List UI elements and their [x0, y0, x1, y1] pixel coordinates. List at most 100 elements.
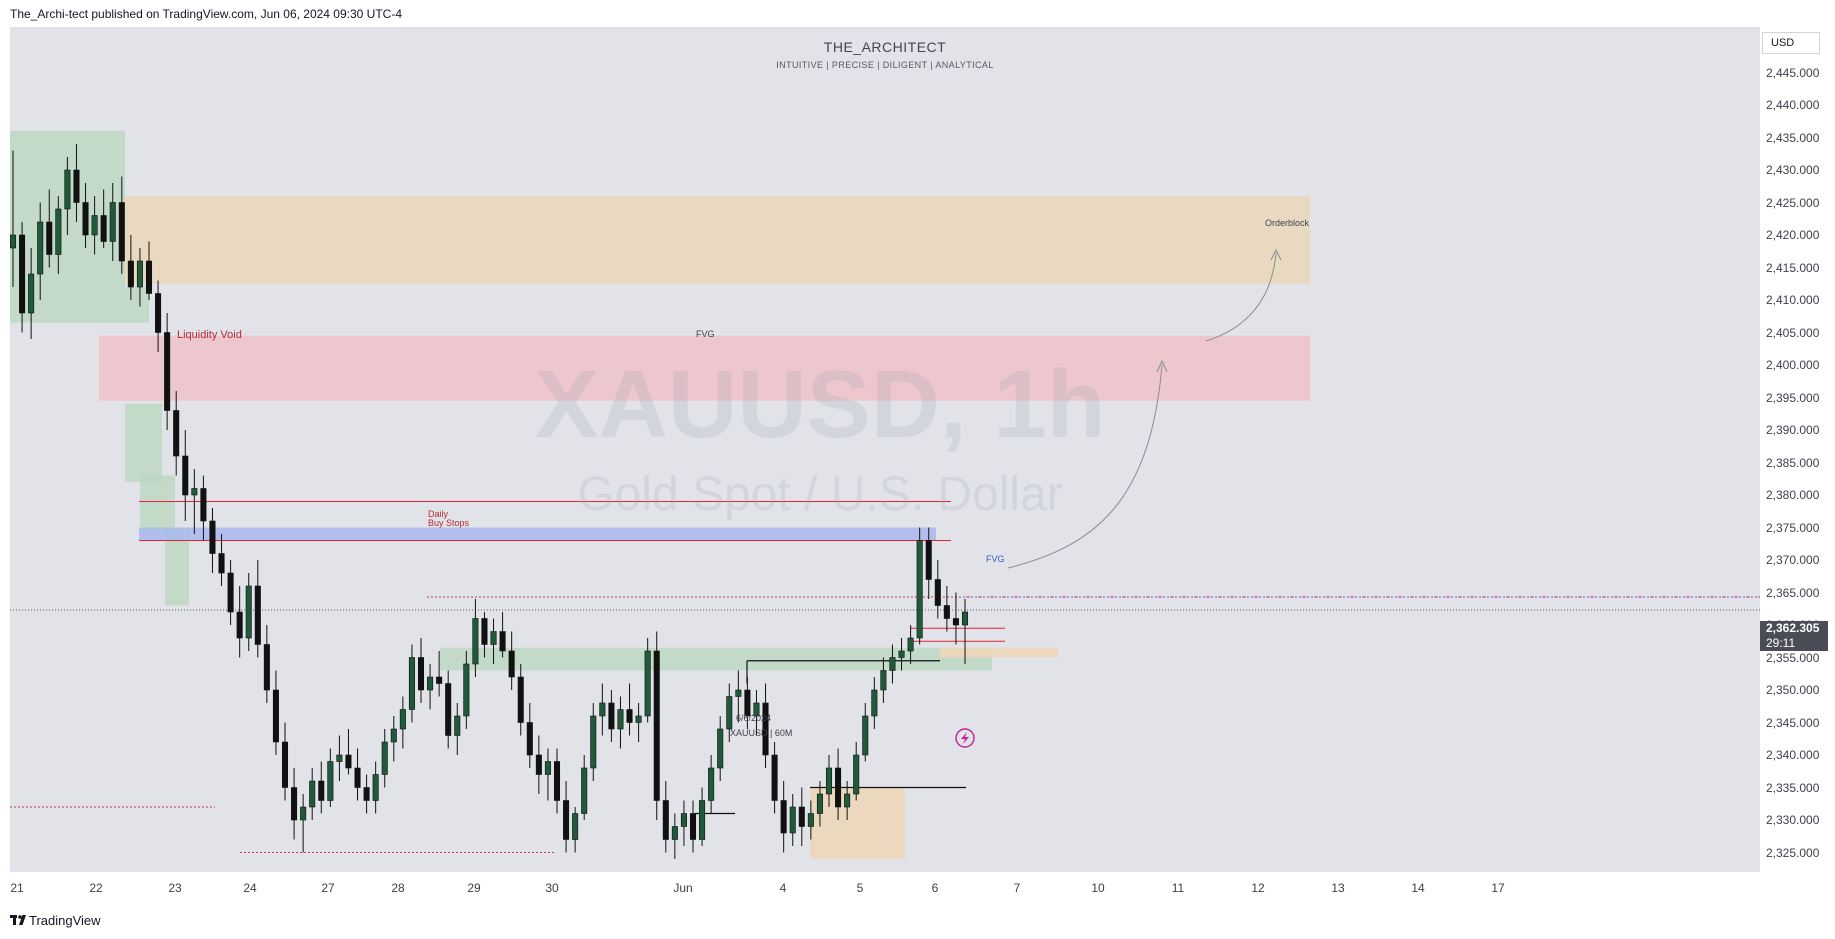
- candle-body-4: [46, 221, 53, 255]
- x-tick-label: 10: [1091, 881, 1105, 895]
- candle-body-104: [952, 618, 959, 626]
- green-zone-5: [440, 647, 992, 671]
- candle-body-88: [807, 813, 814, 827]
- candle-body-58: [535, 754, 542, 775]
- candle-body-99: [907, 637, 914, 652]
- candle-body-47: [436, 676, 443, 684]
- candle-body-50: [463, 663, 470, 717]
- candle-body-40: [372, 774, 379, 801]
- candle-body-1: [19, 234, 26, 314]
- y-tick-label: 2,365.000: [1766, 585, 1820, 600]
- candle-body-39: [363, 787, 370, 801]
- price-axis[interactable]: 2,325.000 2,330.000 2,335.000 2,340.000 2,34…: [1760, 27, 1835, 872]
- candle-body-24: [227, 572, 234, 613]
- liquidity-void-zone: [99, 335, 1310, 401]
- y-tick-label: 2,330.000: [1766, 813, 1820, 827]
- candle-body-22: [209, 520, 216, 554]
- candle-body-19: [182, 455, 189, 496]
- candle-body-98: [898, 650, 905, 658]
- candle-body-29: [272, 689, 279, 743]
- candle-body-102: [934, 579, 941, 606]
- candle-body-7: [73, 169, 80, 203]
- y-tick-label: 2,385.000: [1766, 455, 1820, 470]
- candle-body-83: [762, 702, 769, 756]
- candle-body-3: [37, 221, 44, 275]
- x-tick-label: 21: [10, 881, 24, 895]
- x-tick-label: 12: [1251, 881, 1265, 895]
- candle-body-72: [662, 800, 669, 840]
- tradingview-logo-icon: [10, 914, 26, 925]
- candle-body-100: [916, 540, 923, 639]
- green-zone-2: [125, 404, 162, 482]
- candle-body-76: [699, 800, 706, 840]
- x-tick-label: 27: [321, 881, 335, 895]
- candle-body-30: [281, 741, 289, 788]
- candle-body-0: [10, 234, 17, 249]
- lightning-bolt-icon: [961, 732, 969, 744]
- candle-body-81: [744, 689, 751, 717]
- fvg-label-large: FVG: [696, 329, 715, 339]
- candle-body-31: [291, 787, 298, 821]
- currency-button[interactable]: USD: [1762, 32, 1820, 54]
- y-tick-label: 2,420.000: [1766, 228, 1820, 242]
- candle-body-33: [309, 780, 316, 808]
- candle-body-97: [889, 657, 896, 671]
- candle-body-12: [118, 202, 125, 262]
- discount-box: [810, 787, 905, 859]
- candle-body-101: [925, 540, 932, 580]
- y-tick-label: 2,415.000: [1766, 260, 1820, 275]
- candle-body-86: [789, 806, 796, 834]
- candle-body-9: [91, 215, 98, 236]
- y-tick-label: 2,395.000: [1766, 390, 1820, 405]
- y-tick-label: 2,445.000: [1766, 65, 1820, 80]
- candle-body-67: [617, 709, 624, 730]
- candle-body-94: [862, 715, 869, 756]
- y-tick-label: 2,340.000: [1766, 748, 1820, 762]
- y-tick-label: 2,425.000: [1766, 195, 1820, 210]
- x-tick-label: 13: [1331, 881, 1345, 895]
- candle-body-14: [136, 260, 143, 288]
- candle-body-26: [245, 585, 252, 639]
- y-tick-label: 2,355.000: [1766, 650, 1820, 665]
- candle-body-46: [427, 676, 434, 691]
- y-tick-label: 2,405.000: [1766, 325, 1820, 340]
- orderblock-zone: [125, 196, 1310, 284]
- buy-stops-label: Buy Stops: [428, 518, 470, 528]
- y-tick-label: 2,335.000: [1766, 780, 1820, 795]
- x-tick-label: 7: [1013, 881, 1021, 895]
- candle-body-6: [64, 169, 71, 210]
- candle-body-91: [835, 767, 842, 808]
- candle-body-57: [526, 722, 533, 756]
- candle-body-41: [381, 741, 388, 775]
- candle-body-89: [816, 793, 823, 814]
- candle-body-43: [399, 709, 406, 730]
- y-tick-label: 2,390.000: [1766, 423, 1820, 437]
- time-axis[interactable]: 21 22 23 24 27 28 29 30 Jun 4 5 6 7 10 11 12 13 14 17: [10, 872, 1760, 902]
- x-tick-label: 24: [243, 881, 257, 895]
- candle-body-79: [726, 696, 733, 730]
- publish-header: The_Archi-tect published on TradingView.…: [10, 7, 402, 21]
- candle-body-48: [445, 683, 452, 736]
- y-tick-label: 2,370.000: [1766, 553, 1820, 567]
- candle-body-51: [472, 618, 479, 665]
- candle-countdown-label: 29:11: [1760, 636, 1828, 651]
- liquidity-void-label: Liquidity Void: [177, 329, 242, 341]
- chart-pane[interactable]: Liquidity Void FVG Orderblock Daily Buy Stop…: [10, 27, 1760, 872]
- candle-body-59: [544, 761, 551, 775]
- footer-brand[interactable]: TradingView: [10, 913, 101, 928]
- date-stamp-label: 6/6/2024: [736, 713, 771, 723]
- candle-body-77: [708, 767, 715, 801]
- orderblock-label: Orderblock: [1265, 218, 1310, 228]
- candle-body-54: [499, 631, 506, 652]
- x-tick-label: 17: [1491, 881, 1505, 895]
- candle-body-11: [109, 202, 116, 242]
- last-price-label: 2,362.305: [1760, 621, 1828, 636]
- candle-body-28: [263, 644, 270, 691]
- candle-body-65: [599, 702, 606, 717]
- x-tick-label: 30: [545, 881, 559, 895]
- candle-body-36: [336, 754, 343, 762]
- candle-body-38: [354, 767, 361, 788]
- y-tick-label: 2,375.000: [1766, 520, 1820, 535]
- candle-body-56: [517, 676, 524, 723]
